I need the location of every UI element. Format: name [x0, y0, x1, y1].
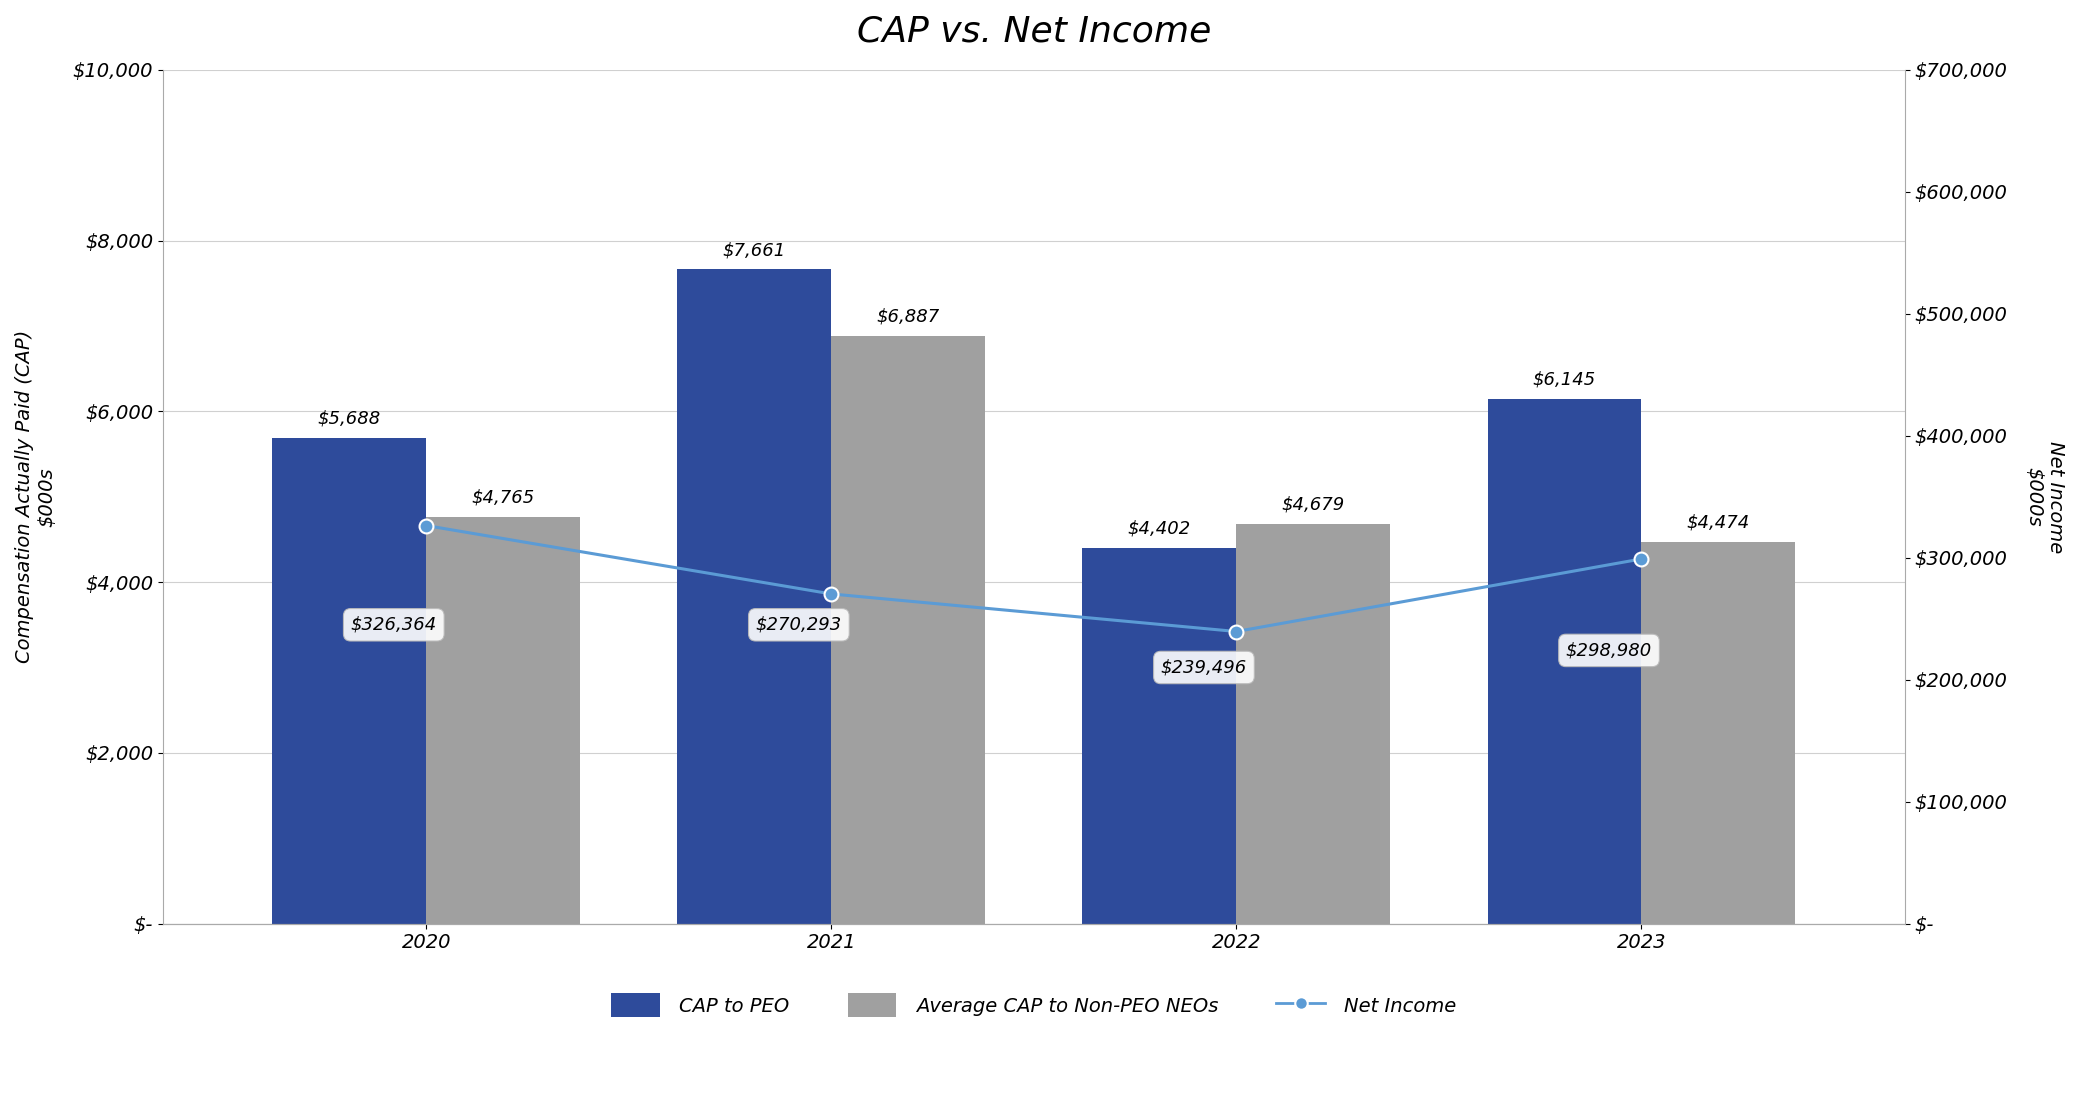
Text: $5,688: $5,688: [318, 409, 381, 428]
Text: $4,679: $4,679: [1281, 495, 1346, 514]
Bar: [678, 270, 832, 924]
Bar: [1487, 399, 1641, 924]
Net Income: [1223, 625, 1248, 638]
Net Income: [414, 519, 439, 532]
Bar: [1236, 524, 1389, 924]
Legend: CAP to PEO, Average CAP to Non-PEO NEOs, Net Income: CAP to PEO, Average CAP to Non-PEO NEOs,…: [603, 985, 1464, 1025]
Text: $298,980: $298,980: [1566, 641, 1652, 659]
Text: $6,145: $6,145: [1533, 371, 1595, 388]
Y-axis label: Compensation Actually Paid (CAP)
$000s: Compensation Actually Paid (CAP) $000s: [15, 330, 56, 664]
Title: CAP vs. Net Income: CAP vs. Net Income: [857, 15, 1211, 49]
Line: Net Income: Net Income: [420, 519, 1647, 638]
Text: $326,364: $326,364: [352, 616, 437, 634]
Net Income: [820, 587, 844, 601]
Text: $6,887: $6,887: [876, 307, 940, 325]
Net Income: [1629, 552, 1654, 565]
Bar: [426, 517, 580, 924]
Bar: [1641, 542, 1795, 924]
Text: $4,765: $4,765: [472, 489, 535, 507]
Text: $239,496: $239,496: [1161, 658, 1248, 677]
Bar: [272, 438, 426, 924]
Text: $4,474: $4,474: [1687, 513, 1749, 531]
Bar: [832, 335, 986, 924]
Text: $4,402: $4,402: [1127, 520, 1192, 538]
Bar: [1082, 547, 1236, 924]
Y-axis label: Net Income
$000s: Net Income $000s: [2024, 440, 2065, 553]
Text: $270,293: $270,293: [755, 616, 842, 634]
Text: $7,661: $7,661: [722, 241, 786, 259]
